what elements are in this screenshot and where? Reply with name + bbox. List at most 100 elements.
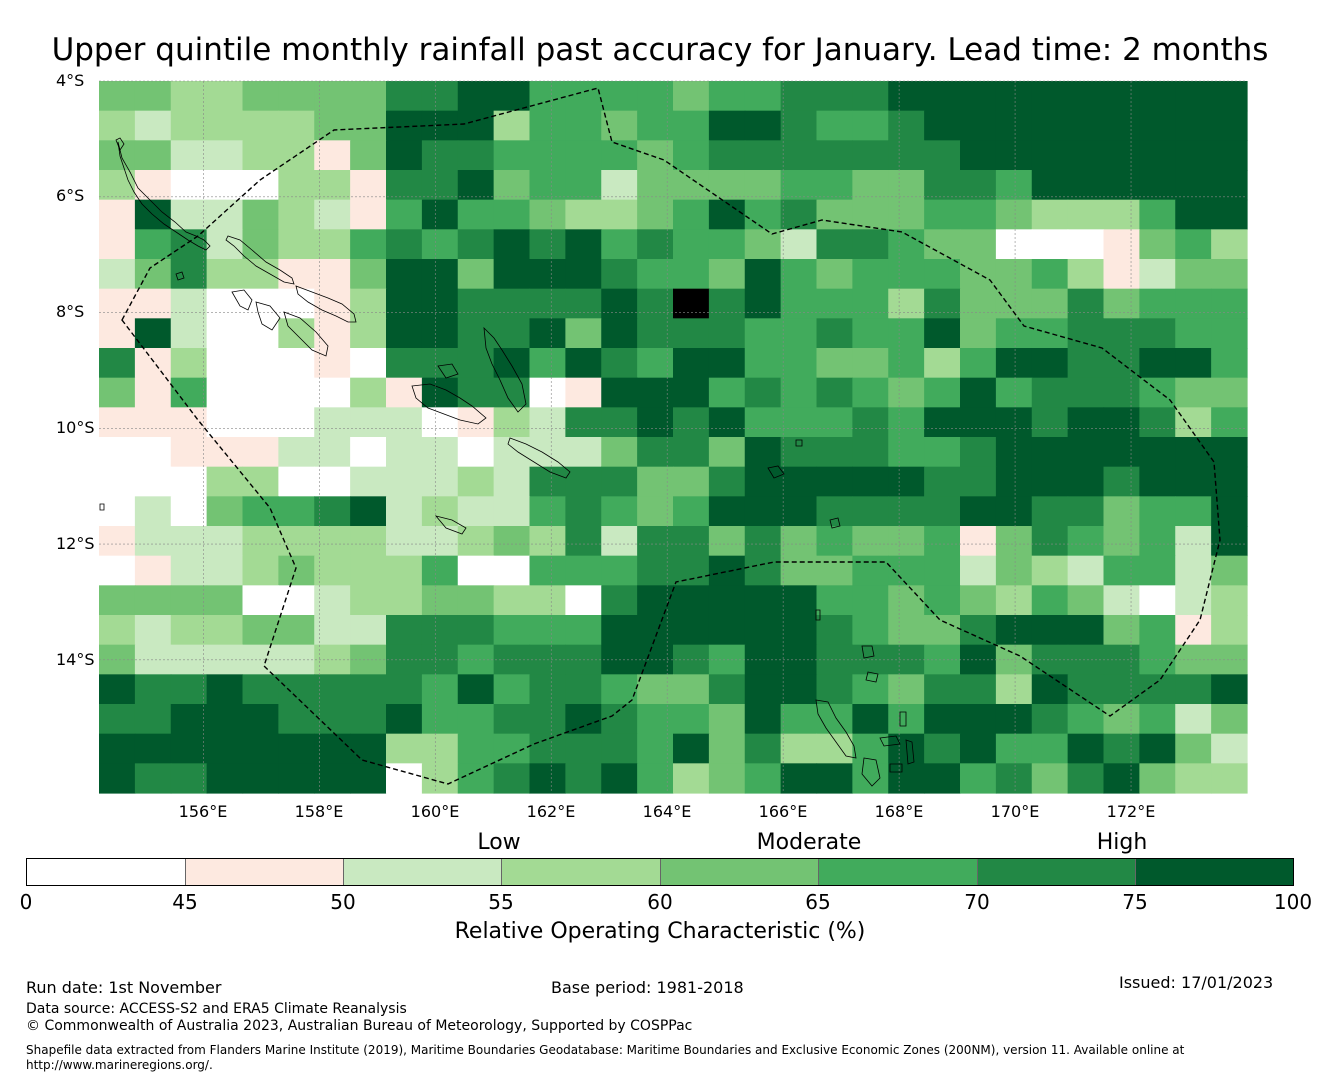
grid-cell <box>206 170 244 201</box>
grid-cell <box>278 288 315 319</box>
grid-cell <box>457 733 495 764</box>
coastline-banks <box>861 645 875 659</box>
grid-cell <box>386 733 423 764</box>
grid-cell <box>601 288 638 319</box>
grid-cell <box>708 170 746 201</box>
grid-cell <box>493 288 531 319</box>
grid-cell <box>99 674 136 705</box>
coastline-vanikoro <box>795 439 803 447</box>
grid-cell <box>529 496 566 527</box>
grid-cell <box>1139 407 1176 438</box>
grid-cell <box>888 199 925 230</box>
grid-cell <box>242 526 279 557</box>
grid-cell <box>314 704 351 735</box>
grid-cell <box>1103 229 1140 260</box>
grid-cell <box>206 288 244 319</box>
grid-cell <box>134 259 172 290</box>
grid-cell <box>1211 585 1248 616</box>
grid-cell <box>780 318 818 349</box>
grid-cell <box>1031 704 1069 735</box>
grid-cell <box>493 259 531 290</box>
grid-cell <box>206 704 244 735</box>
grid-cell <box>99 110 136 141</box>
grid-cell <box>780 733 818 764</box>
grid-cell <box>1031 733 1069 764</box>
grid-cell <box>1103 110 1140 141</box>
grid-cell <box>529 140 566 171</box>
grid-cell <box>708 674 746 705</box>
grid-cell <box>744 377 782 408</box>
grid-cell <box>278 259 315 290</box>
grid-cell <box>1175 733 1212 764</box>
grid-cell <box>708 110 746 141</box>
grid-cell <box>816 704 853 735</box>
grid-cell <box>170 763 208 794</box>
grid-cell <box>816 437 853 468</box>
grid-cell <box>960 615 997 646</box>
lon-label-160e: 160°E <box>410 802 460 821</box>
grid-cell <box>852 466 889 497</box>
grid-cell <box>1067 644 1105 675</box>
grid-cell <box>493 585 531 616</box>
grid-cell <box>457 170 495 201</box>
grid-cell <box>816 229 853 260</box>
grid-cell <box>350 555 387 586</box>
grid-cell <box>1067 555 1105 586</box>
grid-cell <box>421 199 459 230</box>
category-high-label: High <box>1096 830 1148 855</box>
grid-cell <box>995 704 1033 735</box>
grid-cell <box>565 407 602 438</box>
grid-cell <box>744 585 782 616</box>
grid-cell <box>1031 229 1069 260</box>
grid-cell <box>995 407 1033 438</box>
grid-cell <box>1211 733 1248 764</box>
grid-cell <box>99 704 136 735</box>
grid-cell <box>386 288 423 319</box>
grid-cell <box>565 348 602 379</box>
grid-cell <box>673 704 710 735</box>
grid-cell <box>565 585 602 616</box>
colorbar-tick-70: 70 <box>964 890 990 914</box>
grid-cell <box>888 644 925 675</box>
grid-cell <box>386 704 423 735</box>
grid-cell <box>1175 110 1212 141</box>
grid-cell <box>206 199 244 230</box>
grid-cell <box>1211 615 1248 646</box>
grid-cell <box>601 763 638 794</box>
grid-cell <box>601 81 638 112</box>
grid-cell <box>457 437 495 468</box>
grid-cell <box>314 318 351 349</box>
grid-cell <box>314 733 351 764</box>
grid-cell <box>888 674 925 705</box>
grid-cell <box>673 288 710 319</box>
grid-cell <box>1103 259 1140 290</box>
lat-label-14s: 14°S <box>56 650 95 669</box>
grid-cell <box>1211 704 1248 735</box>
grid-cell <box>924 763 961 794</box>
grid-cell <box>637 170 674 201</box>
grid-cell <box>386 674 423 705</box>
grid-cell <box>1103 288 1140 319</box>
grid-cell <box>673 555 710 586</box>
grid-cell <box>673 170 710 201</box>
eez-boundary <box>121 87 1221 785</box>
map-title: Upper quintile monthly rainfall past acc… <box>51 32 1269 68</box>
lat-label-4s: 4°S <box>56 71 85 90</box>
grid-cell <box>206 377 244 408</box>
colorbar-segment-75-100 <box>1136 859 1293 885</box>
grid-cell <box>1067 437 1105 468</box>
grid-cell <box>206 318 244 349</box>
grid-cell <box>1211 674 1248 705</box>
grid-cell <box>780 674 818 705</box>
grid-cell <box>673 259 710 290</box>
grid-cell <box>170 674 208 705</box>
grid-cell <box>744 318 782 349</box>
grid-cell <box>995 733 1033 764</box>
grid-cell <box>924 644 961 675</box>
grid-cell <box>170 704 208 735</box>
grid-cell <box>852 585 889 616</box>
grid-cell <box>529 348 566 379</box>
grid-cell <box>780 229 818 260</box>
grid-cell <box>924 437 961 468</box>
grid-cell <box>421 348 459 379</box>
